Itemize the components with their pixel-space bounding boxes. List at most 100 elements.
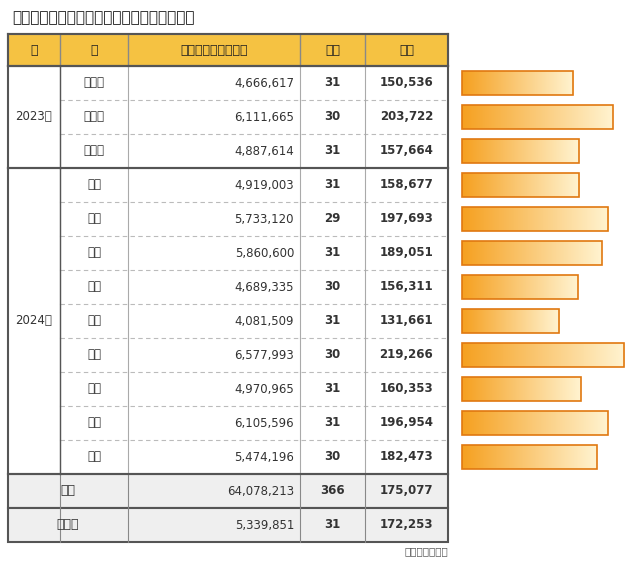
Bar <box>476 445 477 469</box>
Text: 30: 30 <box>324 450 340 463</box>
Bar <box>559 71 560 95</box>
Bar <box>597 241 598 265</box>
Bar <box>529 309 530 333</box>
Bar <box>500 377 502 401</box>
Text: 年: 年 <box>30 44 38 56</box>
Bar <box>499 207 500 231</box>
Bar <box>552 71 553 95</box>
Text: 4,689,335: 4,689,335 <box>234 281 294 293</box>
Bar <box>539 275 540 299</box>
Bar <box>536 377 538 401</box>
Bar <box>500 411 502 435</box>
Bar <box>470 343 471 367</box>
Bar <box>478 207 479 231</box>
Bar <box>508 275 509 299</box>
Bar <box>550 445 551 469</box>
Bar <box>539 71 540 95</box>
Bar <box>593 105 595 129</box>
Bar <box>603 207 604 231</box>
Bar <box>481 309 482 333</box>
Bar <box>522 343 524 367</box>
Bar <box>576 241 577 265</box>
Bar <box>541 343 542 367</box>
Bar <box>527 411 529 435</box>
Bar <box>480 241 481 265</box>
Bar <box>518 71 519 95</box>
Bar <box>547 173 548 197</box>
Bar <box>469 241 470 265</box>
Bar <box>492 241 493 265</box>
Bar <box>560 207 561 231</box>
Bar <box>527 173 528 197</box>
Bar <box>572 173 573 197</box>
Bar <box>601 241 602 265</box>
Bar <box>551 241 552 265</box>
Bar <box>477 139 479 163</box>
Bar <box>571 139 572 163</box>
Bar <box>566 377 568 401</box>
Bar <box>516 241 518 265</box>
Bar <box>506 343 507 367</box>
Bar <box>572 377 573 401</box>
Bar <box>464 377 465 401</box>
Bar <box>577 139 578 163</box>
Bar <box>602 105 603 129</box>
Bar <box>492 275 493 299</box>
Bar <box>476 173 477 197</box>
Bar <box>510 309 511 333</box>
Bar <box>606 207 607 231</box>
Bar <box>545 71 546 95</box>
Bar <box>509 71 510 95</box>
Bar <box>600 105 601 129</box>
Bar <box>535 309 536 333</box>
Bar <box>572 241 573 265</box>
Bar <box>558 173 559 197</box>
Bar <box>548 139 549 163</box>
Bar <box>487 241 488 265</box>
Bar <box>558 207 559 231</box>
Bar <box>560 71 561 95</box>
Bar <box>465 207 466 231</box>
Text: １月: １月 <box>87 179 101 191</box>
Bar <box>463 445 465 469</box>
Bar <box>587 411 588 435</box>
Bar <box>552 173 553 197</box>
Bar <box>608 105 609 129</box>
Bar <box>466 241 467 265</box>
Bar <box>517 105 518 129</box>
Bar <box>503 139 504 163</box>
Bar <box>502 309 504 333</box>
Bar <box>594 105 595 129</box>
Bar <box>598 105 599 129</box>
Bar <box>476 105 477 129</box>
Bar <box>463 411 465 435</box>
Bar <box>538 173 539 197</box>
Bar <box>545 139 546 163</box>
Bar <box>502 241 504 265</box>
Bar <box>472 241 474 265</box>
Bar <box>599 411 600 435</box>
Bar <box>533 71 534 95</box>
Bar <box>527 275 529 299</box>
Bar <box>484 207 486 231</box>
Bar <box>572 139 573 163</box>
Bar <box>533 241 534 265</box>
Bar <box>534 343 535 367</box>
Bar <box>486 105 488 129</box>
Bar <box>495 445 497 469</box>
Bar <box>504 241 506 265</box>
Bar <box>467 377 468 401</box>
Bar <box>466 411 467 435</box>
Bar <box>490 275 492 299</box>
Bar <box>573 139 575 163</box>
Bar <box>479 173 480 197</box>
Bar <box>508 71 509 95</box>
Bar <box>558 343 559 367</box>
Bar <box>508 309 509 333</box>
Bar <box>526 139 527 163</box>
Bar <box>483 309 484 333</box>
Bar <box>505 71 506 95</box>
Bar <box>528 207 529 231</box>
Bar <box>594 411 595 435</box>
Bar <box>541 71 543 95</box>
